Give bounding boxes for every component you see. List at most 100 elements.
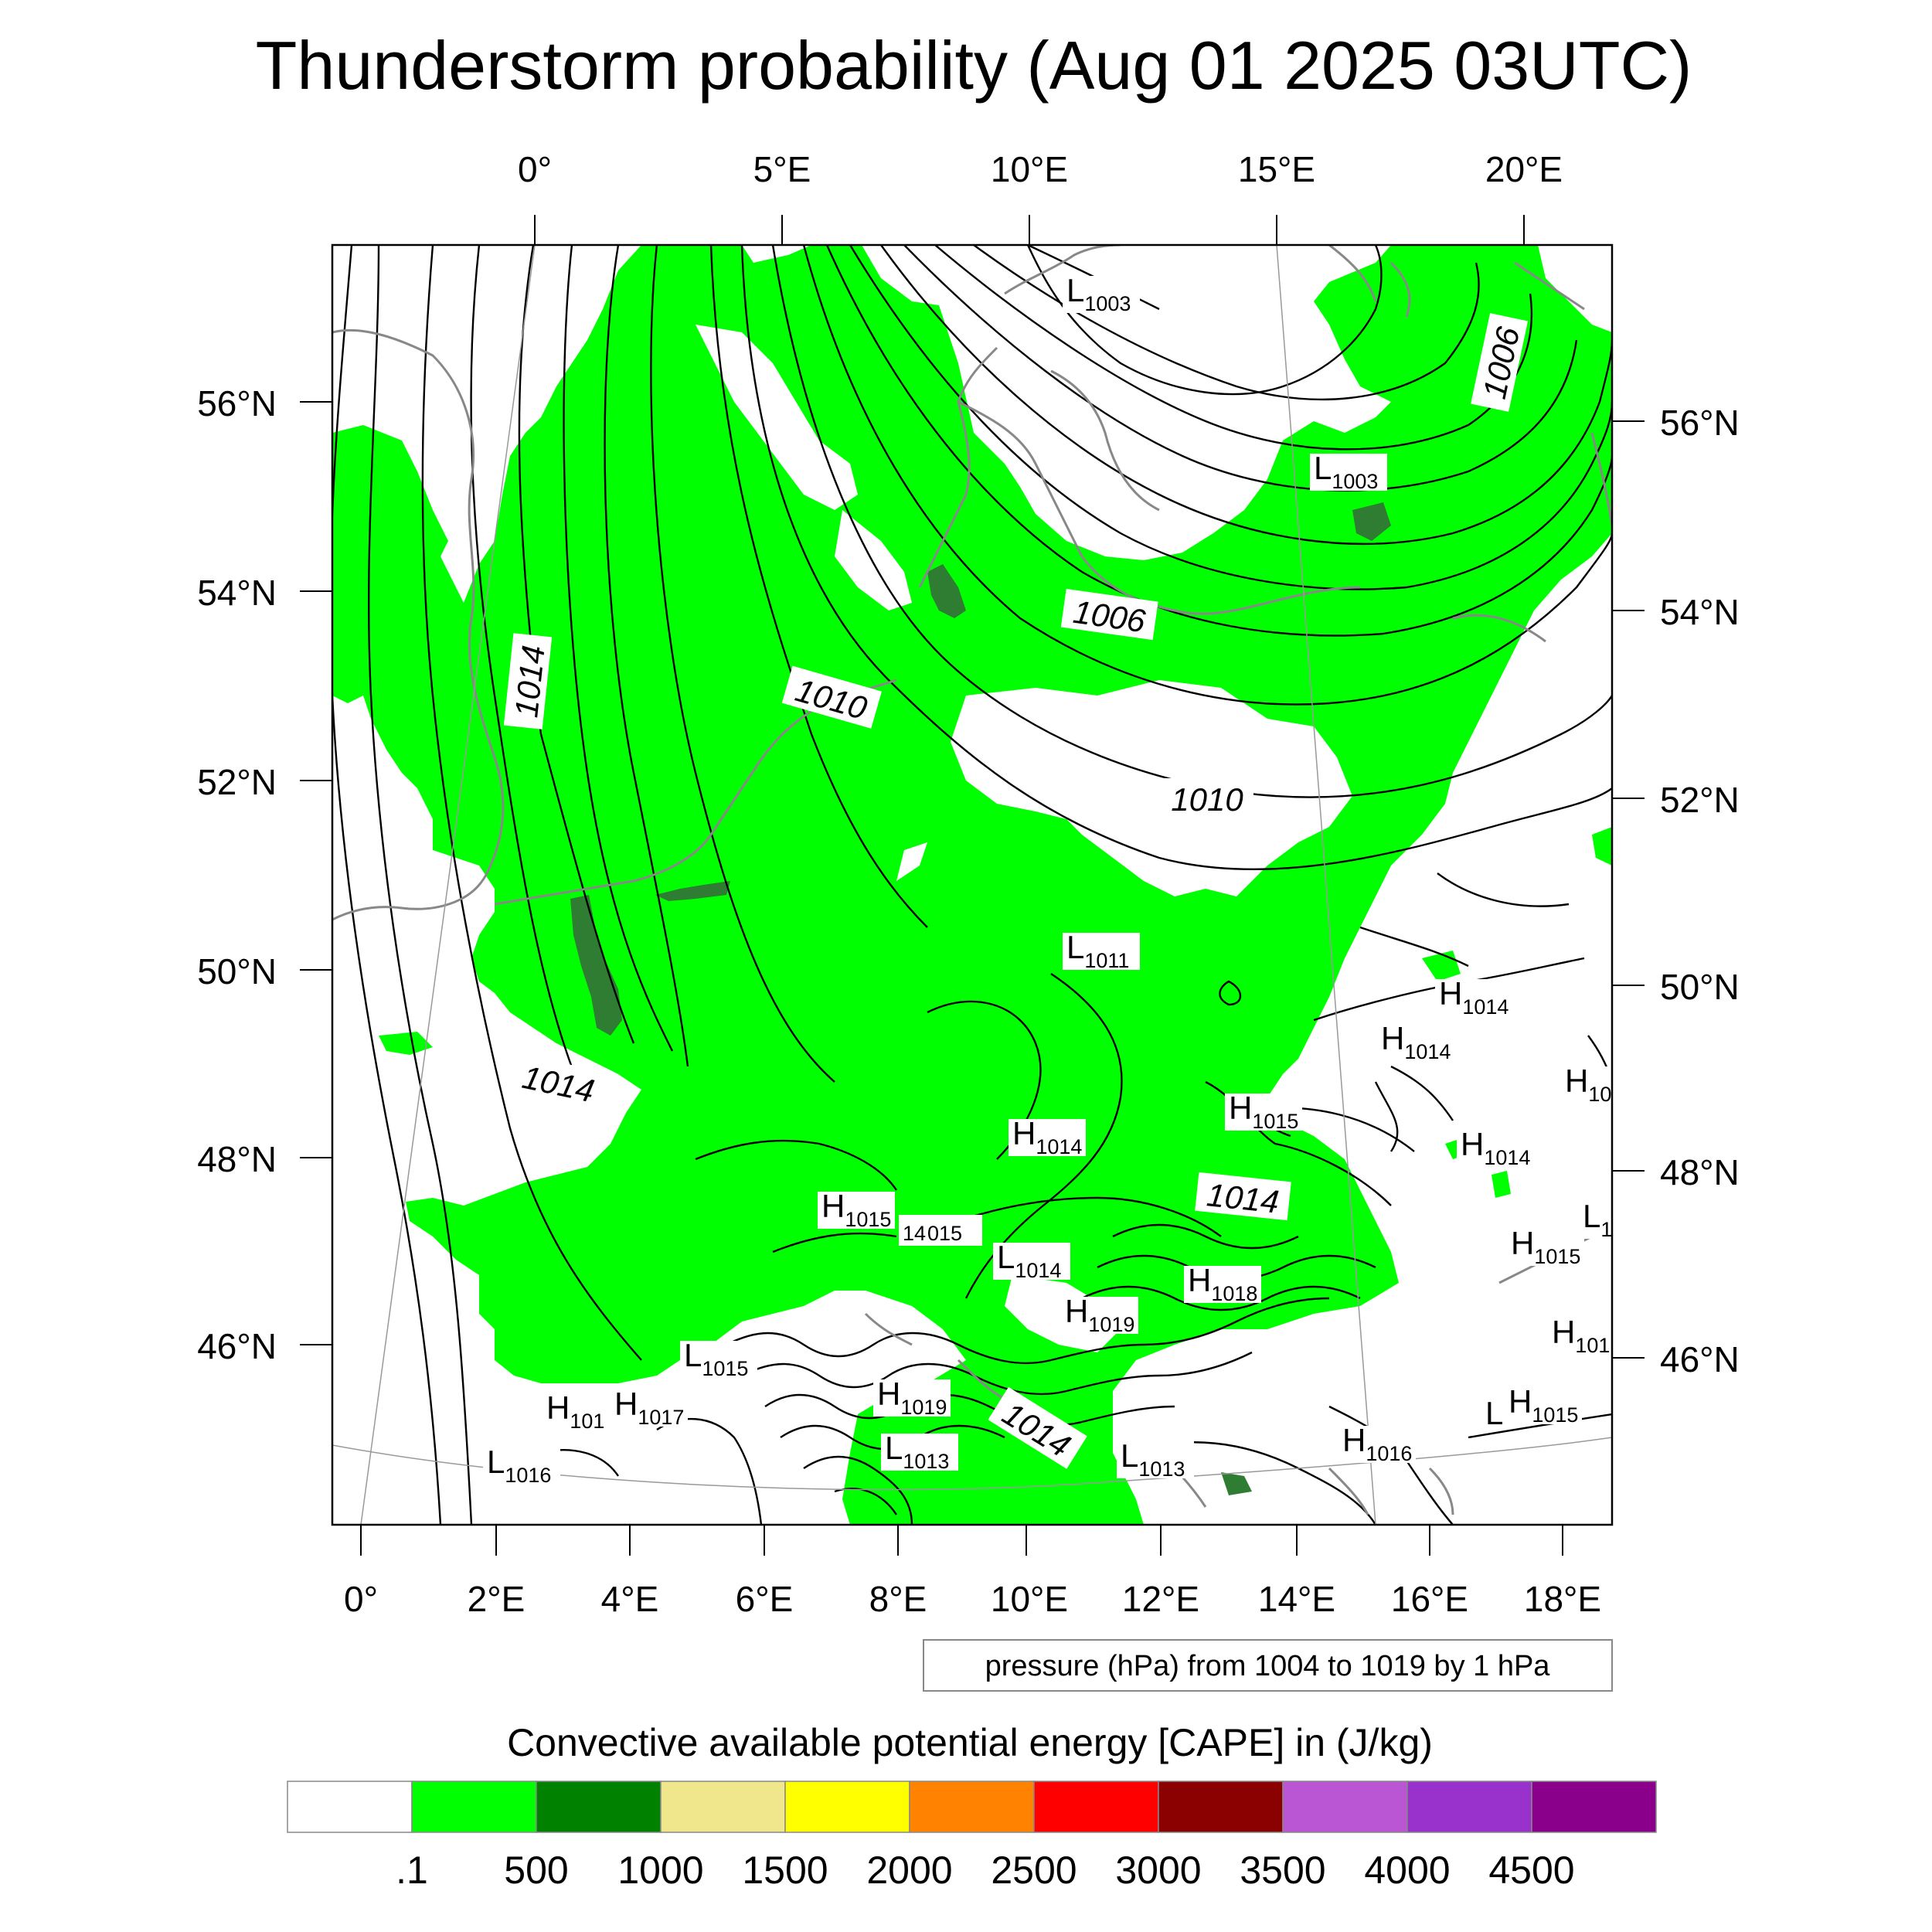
pressure-center-value: 1015	[1252, 1110, 1298, 1133]
pressure-center-type: L	[1485, 1395, 1503, 1431]
pressure-center-type: H	[1565, 1063, 1588, 1099]
right-lat-label: 56°N	[1660, 403, 1740, 443]
pressure-center-value: 1013	[1138, 1458, 1185, 1481]
pressure-center-type: H	[1511, 1225, 1534, 1261]
cape-colorbar	[287, 1781, 1657, 1833]
svg-text:L1: L1	[1583, 1198, 1612, 1241]
left-lat-label: 50°N	[197, 951, 277, 992]
map-panel: 1006 1006 1010 1010 1014 1014	[332, 245, 1612, 1525]
pressure-center-type: H	[546, 1389, 570, 1426]
colorbar-swatch	[1531, 1781, 1657, 1833]
bottom-lon-label: 2°E	[468, 1579, 526, 1619]
colorbar-label: 1000	[617, 1849, 703, 1892]
pressure-center-value: 1014	[1404, 1040, 1451, 1063]
colorbar-swatch	[536, 1781, 662, 1833]
top-lon-label: 5°E	[753, 149, 811, 189]
colorbar-swatch	[287, 1781, 413, 1833]
colorbar-label: .1	[396, 1849, 428, 1892]
colorbar-swatch	[784, 1781, 910, 1833]
pressure-centers: L1003 L1003 L1011 H1014 H1014 H1015 H101…	[483, 272, 1612, 1487]
pressure-center-value: 1015	[845, 1208, 891, 1231]
contour-info-text: pressure (hPa) from 1004 to 1019 by 1 hP…	[985, 1650, 1551, 1682]
svg-text:L1003: L1003	[1314, 450, 1378, 493]
bottom-lon-label: 16°E	[1391, 1579, 1468, 1619]
colorbar-labels: .1 500 1000 1500 2000 2500 3000 3500 400…	[396, 1849, 1574, 1892]
colorbar-label: 500	[504, 1849, 568, 1892]
svg-text:H101: H101	[1552, 1314, 1610, 1357]
svg-text:H1018: H1018	[1188, 1262, 1257, 1305]
pressure-center-type: L	[487, 1444, 505, 1480]
pressure-center-type: L	[885, 1430, 903, 1466]
pressure-center-type: H	[1439, 975, 1462, 1012]
left-lat-label: 56°N	[197, 383, 277, 423]
svg-text:L1014: L1014	[997, 1239, 1061, 1282]
colorbar-label: 2000	[866, 1849, 952, 1892]
contour-info-box: pressure (hPa) from 1004 to 1019 by 1 hP…	[923, 1639, 1613, 1692]
bottom-lon-label: 4°E	[601, 1579, 659, 1619]
svg-text:L1013: L1013	[885, 1430, 949, 1473]
pressure-center-type: L	[1066, 929, 1084, 965]
contour-label: 1010	[1171, 781, 1243, 818]
left-lat-label: 48°N	[197, 1139, 277, 1179]
right-latitude-axis	[1612, 420, 1645, 1359]
bottom-lon-label: 6°E	[736, 1579, 794, 1619]
svg-text:H1019: H1019	[1065, 1293, 1134, 1336]
contour-fragment: 14	[903, 1222, 926, 1245]
colorbar-label: 1500	[742, 1849, 828, 1892]
pressure-center-type: H	[877, 1376, 900, 1412]
bottom-lon-label: 18°E	[1524, 1579, 1601, 1619]
colorbar-label: 2500	[991, 1849, 1077, 1892]
svg-text:H1014: H1014	[1439, 975, 1509, 1019]
isobar-contours	[332, 245, 1612, 1525]
pressure-center-type: L	[1314, 450, 1332, 486]
colorbar-label: 4000	[1364, 1849, 1450, 1892]
pressure-center-type: L	[684, 1337, 702, 1373]
contour-fragment: 015	[927, 1222, 962, 1245]
colorbar-caption: Convective available potential energy [C…	[507, 1721, 1433, 1764]
top-lon-label: 20°E	[1485, 149, 1563, 189]
pressure-center-value: 1	[1600, 1218, 1612, 1241]
colorbar-swatch	[909, 1781, 1035, 1833]
pressure-center-value: 1011	[1084, 949, 1129, 972]
left-lat-label: 52°N	[197, 762, 277, 802]
colorbar-swatch	[1282, 1781, 1408, 1833]
bottom-lon-label: 8°E	[869, 1579, 927, 1619]
map-title: Thunderstorm probability (Aug 01 2025 03…	[256, 27, 1692, 104]
pressure-center-value: 1014	[1036, 1135, 1082, 1158]
right-lat-label: 46°N	[1660, 1339, 1740, 1379]
svg-text:L1013: L1013	[1121, 1437, 1185, 1481]
pressure-center-type: L	[1066, 272, 1084, 308]
svg-text:H1015: H1015	[1511, 1225, 1580, 1268]
pressure-center-type: H	[1065, 1293, 1088, 1329]
svg-text:L1015: L1015	[684, 1337, 748, 1380]
pressure-center-value: 1015	[1534, 1245, 1580, 1268]
contour-label: 1014	[1205, 1176, 1281, 1220]
svg-text:H1014: H1014	[1461, 1126, 1530, 1169]
colorbar-swatch	[1406, 1781, 1532, 1833]
right-lat-label: 52°N	[1660, 780, 1740, 820]
colorbar-swatch	[411, 1781, 537, 1833]
pressure-center-value: 1018	[1211, 1282, 1257, 1305]
colorbar-label: 4500	[1488, 1849, 1574, 1892]
colorbar-swatch	[1158, 1781, 1284, 1833]
pressure-center-value: 1016	[1366, 1442, 1412, 1465]
pressure-center-value: 1014	[1462, 995, 1509, 1019]
svg-text:H1015: H1015	[1509, 1383, 1578, 1427]
bottom-lon-label: 12°E	[1122, 1579, 1199, 1619]
svg-text:H101: H101	[546, 1389, 604, 1433]
pressure-center-type: H	[1381, 1020, 1404, 1056]
pressure-center-value: 101	[570, 1410, 604, 1433]
left-latitude-axis	[300, 401, 332, 1345]
left-lat-label: 46°N	[197, 1326, 277, 1366]
pressure-center-value: 1015	[1532, 1403, 1578, 1427]
top-lon-label: 10°E	[991, 149, 1068, 189]
pressure-center-type: L	[1583, 1198, 1600, 1234]
bottom-lon-label: 14°E	[1258, 1579, 1335, 1619]
right-lat-label: 50°N	[1660, 967, 1740, 1007]
right-lat-label: 54°N	[1660, 592, 1740, 632]
top-longitude-axis	[534, 215, 1525, 245]
contour-labels: 1006 1006 1010 1010 1014 1014	[503, 313, 1529, 1469]
contour-label: 1014	[508, 644, 552, 719]
pressure-center-type: H	[1552, 1314, 1575, 1350]
pressure-center-value: 1019	[1088, 1313, 1134, 1336]
